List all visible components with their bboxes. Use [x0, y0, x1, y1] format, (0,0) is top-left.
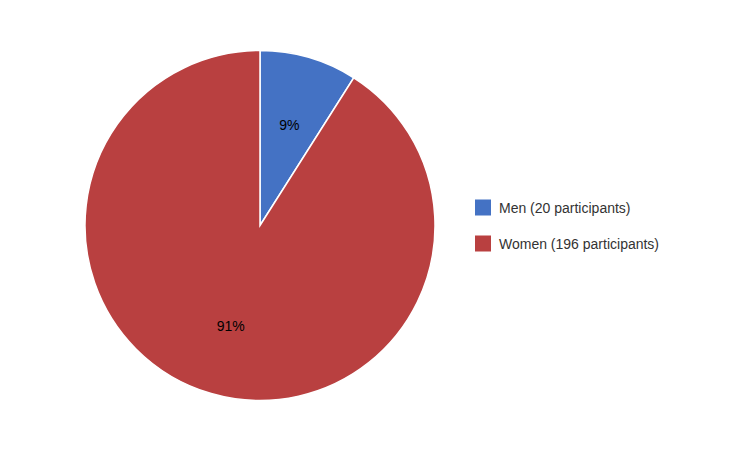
data-label: 9% — [279, 117, 299, 133]
legend-swatch — [475, 236, 491, 252]
legend-label: Men (20 participants) — [499, 200, 631, 216]
pie-slice — [85, 51, 435, 401]
data-label: 91% — [217, 318, 245, 334]
chart-svg: 9% 91% Men (20 participants) Women (196 par… — [0, 0, 752, 451]
legend-swatch — [475, 200, 491, 216]
chart-container: 9% 91% Men (20 participants) Women (196 par… — [0, 0, 752, 451]
legend: Men (20 participants) Women (196 particip… — [475, 200, 659, 252]
slices — [85, 51, 435, 401]
data-labels: 9% 91% — [217, 117, 300, 335]
legend-label: Women (196 participants) — [499, 236, 659, 252]
